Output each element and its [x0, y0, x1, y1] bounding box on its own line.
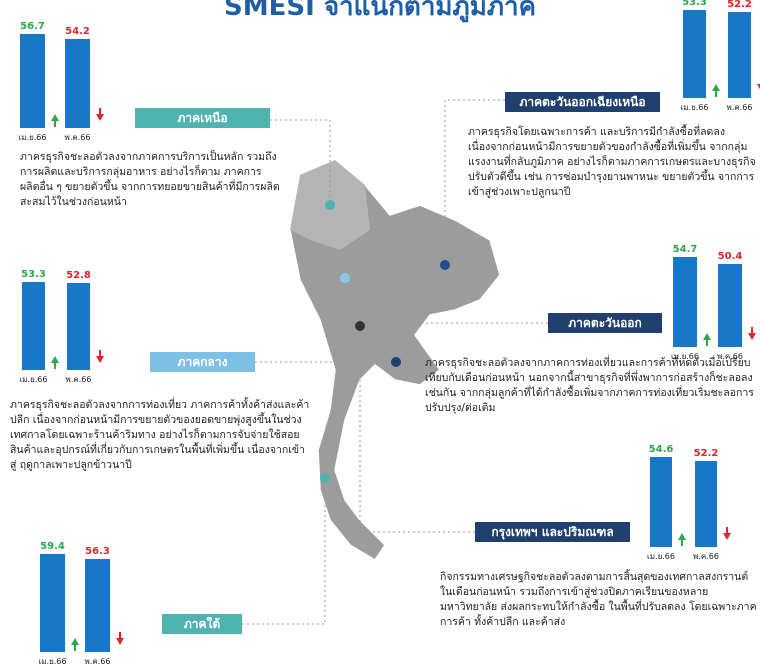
- down-arrow-stem: [99, 108, 101, 114]
- region-label: กรุงเทพฯ และปริมณฑล: [475, 522, 630, 542]
- down-arrow-stem: [119, 632, 121, 638]
- up-arrow-stem: [54, 121, 56, 127]
- region-description: ภาครธุรกิจชะลอตัวลงจากภาคการบริการเป็นหล…: [20, 151, 280, 208]
- category-label: พ.ค.66: [64, 133, 91, 142]
- up-arrow-stem: [54, 363, 56, 369]
- value-label: 53.3: [21, 269, 46, 281]
- down-arrow: [96, 114, 104, 121]
- region-description: กิจกรรมทางเศรษฐกิจชะลอตัวลงตามการสิ้นสุด…: [440, 571, 757, 628]
- down-arrow-stem: [751, 327, 753, 333]
- title: SMESI จำแนกตามภูมิภาค: [224, 0, 536, 22]
- up-arrow: [703, 333, 711, 340]
- region-description: ภาครธุรกิจชะลอตัวลงจากการท่องเที่ยว ภาคก…: [10, 399, 310, 471]
- value-label: 52.2: [727, 0, 752, 10]
- region-description: ภาครธุรกิจโดยเฉพาะการค้า และบริการมีกำลั…: [468, 126, 756, 198]
- region-label: ภาคตะวันออกเฉียงเหนือ: [505, 92, 660, 112]
- bar: [683, 10, 706, 98]
- down-arrow: [723, 533, 731, 540]
- region-description: ภาครธุรกิจชะลอตัวลงจากภาคการท่องเที่ยวแล…: [425, 357, 754, 414]
- up-arrow: [678, 533, 686, 540]
- value-label: 56.7: [20, 21, 45, 33]
- up-arrow: [712, 84, 720, 91]
- region-label: ภาคใต้: [162, 614, 242, 634]
- region-label: ภาคกลาง: [150, 352, 255, 372]
- category-label: เม.ย.66: [680, 103, 709, 112]
- value-label: 50.4: [717, 250, 743, 262]
- down-arrow: [748, 333, 756, 340]
- up-arrow: [71, 638, 79, 645]
- bar: [85, 559, 110, 652]
- category-label: พ.ค.66: [84, 657, 111, 665]
- down-arrow-stem: [726, 527, 728, 533]
- value-label: 52.2: [693, 447, 719, 459]
- bar: [65, 38, 90, 128]
- bar: [718, 263, 742, 347]
- bar: [673, 256, 697, 347]
- bar: [40, 553, 65, 652]
- category-label: พ.ค.66: [717, 352, 743, 361]
- bar: [20, 34, 45, 128]
- bar: [695, 460, 717, 547]
- up-arrow-stem: [715, 91, 717, 97]
- category-label: พ.ค.66: [65, 375, 92, 384]
- bar: [67, 282, 90, 370]
- value-label: 52.8: [66, 269, 91, 281]
- value-label: 54.6: [648, 443, 674, 455]
- category-label: เม.ย.66: [38, 657, 67, 665]
- category-label: พ.ค.66: [726, 103, 753, 112]
- category-label: เม.ย.66: [19, 375, 48, 384]
- pins: [320, 200, 450, 483]
- up-arrow-stem: [681, 540, 683, 546]
- down-arrow: [757, 84, 760, 91]
- bar: [650, 456, 672, 547]
- value-label: 59.4: [40, 540, 65, 552]
- value-label: 54.7: [672, 243, 698, 255]
- connectors: [242, 99, 548, 625]
- category-label: เม.ย.66: [18, 133, 47, 142]
- up-arrow-stem: [706, 340, 708, 346]
- bar: [728, 11, 751, 98]
- down-arrow: [116, 638, 124, 645]
- value-label: 53.3: [682, 0, 707, 9]
- up-arrow-stem: [74, 645, 76, 651]
- down-arrow: [96, 356, 104, 363]
- value-label: 54.2: [65, 25, 90, 37]
- down-arrow-stem: [99, 350, 101, 356]
- up-arrow: [51, 114, 59, 121]
- region-label: ภาคตะวันออก: [548, 313, 662, 333]
- region-label: ภาคเหนือ: [135, 108, 270, 128]
- bar: [22, 282, 45, 370]
- category-label: พ.ค.66: [693, 552, 719, 561]
- up-arrow: [51, 356, 59, 363]
- category-label: เม.ย.66: [671, 352, 699, 361]
- value-label: 56.3: [85, 546, 110, 558]
- category-label: เม.ย.66: [647, 552, 675, 561]
